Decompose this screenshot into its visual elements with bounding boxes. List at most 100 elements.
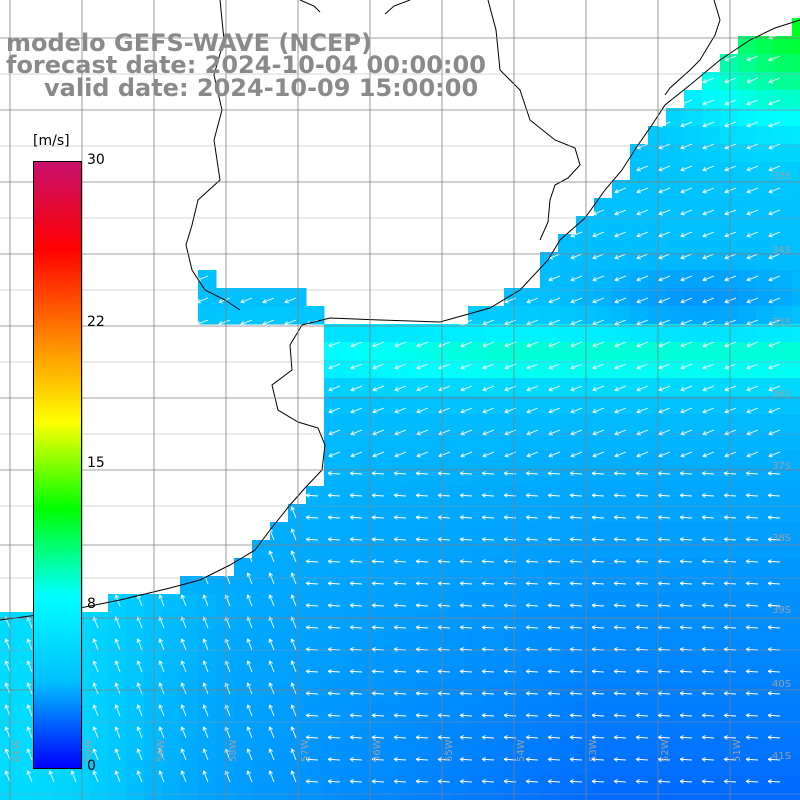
- wind-speed-cell: [702, 486, 721, 505]
- wind-speed-cell: [594, 324, 613, 343]
- wind-speed-cell: [450, 594, 469, 613]
- wind-speed-cell: [648, 684, 667, 703]
- wind-speed-cell: [270, 720, 289, 739]
- wind-speed-cell: [306, 774, 325, 793]
- wind-speed-cell: [432, 360, 451, 379]
- wind-speed-cell: [666, 612, 685, 631]
- wind-speed-cell: [396, 324, 415, 343]
- wind-speed-cell: [468, 774, 487, 793]
- wind-arrow: [415, 603, 429, 608]
- wind-speed-cell: [504, 774, 523, 793]
- wind-speed-cell: [558, 648, 577, 667]
- wind-speed-cell: [522, 720, 541, 739]
- wind-speed-cell: [576, 612, 595, 631]
- wind-arrow: [372, 341, 385, 348]
- wind-arrow: [702, 121, 715, 128]
- wind-speed-cell: [378, 504, 397, 523]
- wind-arrow: [657, 559, 671, 564]
- wind-speed-cell: [756, 360, 775, 379]
- wind-arrow: [636, 363, 649, 370]
- wind-arrow: [437, 735, 451, 740]
- wind-speed-cell: [432, 414, 451, 433]
- wind-speed-cell: [558, 720, 577, 739]
- wind-speed-cell: [666, 144, 685, 163]
- wind-arrow: [415, 669, 429, 674]
- wind-speed-cell: [90, 792, 109, 800]
- wind-arrow: [246, 748, 253, 761]
- wind-speed-cell: [252, 288, 271, 307]
- wind-speed-cell: [684, 612, 703, 631]
- wind-arrow: [158, 594, 165, 607]
- wind-arrow: [547, 471, 561, 476]
- wind-speed-cell: [396, 540, 415, 559]
- wind-speed-cell: [738, 738, 757, 757]
- wind-speed-cell: [594, 396, 613, 415]
- wind-speed-cell: [684, 756, 703, 775]
- wind-arrow: [570, 451, 583, 458]
- wind-speed-cell: [594, 612, 613, 631]
- wind-arrow: [679, 581, 693, 586]
- wind-arrow: [349, 735, 363, 740]
- wind-speed-cell: [612, 468, 631, 487]
- wind-speed-cell: [414, 432, 433, 451]
- wind-speed-cell: [540, 558, 559, 577]
- wind-arrow: [548, 341, 561, 348]
- wind-arrow: [613, 559, 627, 564]
- wind-speed-cell: [540, 450, 559, 469]
- wind-speed-cell: [720, 450, 739, 469]
- wind-speed-cell: [504, 414, 523, 433]
- wind-arrow: [393, 713, 407, 718]
- wind-arrow: [680, 407, 693, 414]
- wind-speed-cell: [324, 612, 343, 631]
- wind-speed-cell: [414, 630, 433, 649]
- wind-arrow: [702, 231, 715, 238]
- wind-speed-cell: [342, 342, 361, 361]
- wind-arrow: [136, 726, 143, 739]
- wind-speed-cell: [324, 396, 343, 415]
- wind-speed-cell: [468, 684, 487, 703]
- wind-speed-cell: [90, 702, 109, 721]
- wind-speed-cell: [684, 360, 703, 379]
- wind-speed-cell: [774, 666, 793, 685]
- wind-arrow: [657, 471, 671, 476]
- wind-arrow: [327, 713, 341, 718]
- wind-speed-cell: [522, 288, 541, 307]
- wind-speed-cell: [666, 324, 685, 343]
- wind-speed-cell: [342, 576, 361, 595]
- wind-speed-cell: [612, 702, 631, 721]
- wind-speed-cell: [324, 432, 343, 451]
- wind-speed-cell: [234, 594, 253, 613]
- wind-speed-cell: [0, 648, 19, 667]
- wind-speed-cell: [252, 738, 271, 757]
- wind-speed-cell: [126, 648, 145, 667]
- wind-speed-cell: [378, 630, 397, 649]
- wind-speed-cell: [756, 504, 775, 523]
- wind-speed-cell: [540, 612, 559, 631]
- wind-arrow: [180, 704, 187, 717]
- wind-speed-cell: [576, 738, 595, 757]
- wind-speed-cell: [288, 720, 307, 739]
- wind-speed-cell: [0, 630, 19, 649]
- wind-arrow: [246, 726, 253, 739]
- wind-speed-cell: [198, 738, 217, 757]
- wind-speed-cell: [198, 576, 217, 595]
- wind-arrow: [547, 581, 561, 586]
- wind-speed-cell: [234, 774, 253, 793]
- wind-speed-cell: [198, 630, 217, 649]
- wind-arrow: [268, 770, 275, 783]
- wind-arrow: [481, 691, 495, 696]
- wind-speed-cell: [450, 504, 469, 523]
- wind-speed-cell: [684, 522, 703, 541]
- wind-speed-cell: [720, 558, 739, 577]
- wind-arrow: [724, 385, 737, 392]
- wind-speed-cell: [738, 792, 757, 800]
- lon-label: 52W: [660, 739, 671, 762]
- wind-speed-cell: [180, 666, 199, 685]
- wind-arrow: [548, 319, 561, 326]
- wind-speed-cell: [234, 558, 253, 577]
- wind-speed-cell: [126, 666, 145, 685]
- wind-speed-cell: [522, 594, 541, 613]
- wind-arrow: [680, 187, 693, 194]
- wind-arrow: [570, 253, 583, 260]
- wind-speed-cell: [288, 306, 307, 325]
